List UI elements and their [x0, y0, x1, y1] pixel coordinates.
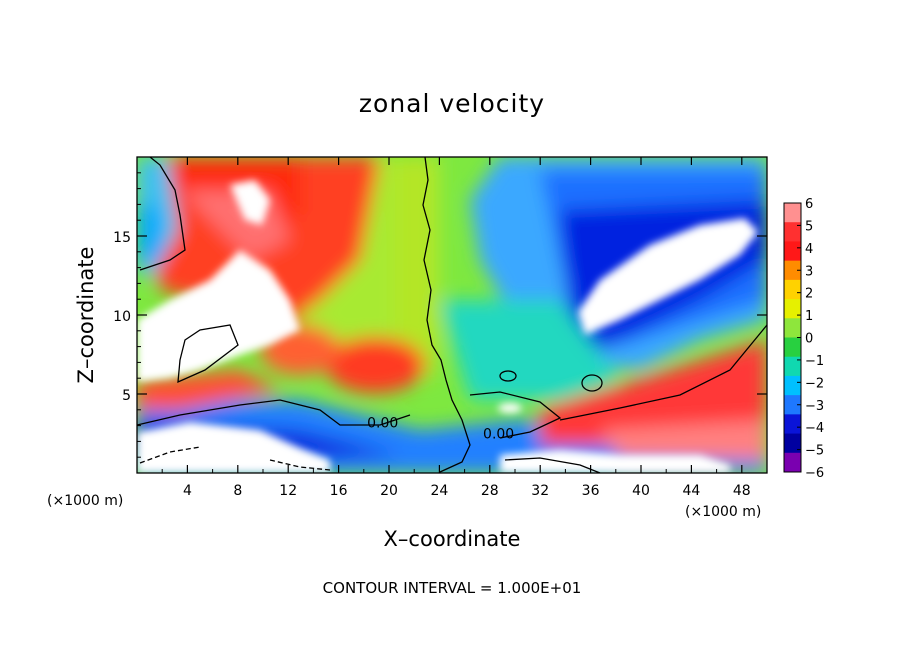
- y-axis: 5 10 15: [113, 172, 767, 458]
- zero-contour-right: [559, 324, 767, 421]
- zero-contour-small-loop: [581, 374, 603, 392]
- y-tick-label: 10: [113, 309, 131, 325]
- zero-contour-vertical: [422, 157, 471, 473]
- colorbar-label: 4: [805, 242, 813, 257]
- colorbar-label: −2: [805, 376, 824, 391]
- x-tick-label: 8: [233, 483, 242, 499]
- y-tick-label: 15: [113, 230, 131, 246]
- x-tick-label: 20: [380, 483, 398, 499]
- colorbar-swatch: [784, 260, 801, 281]
- x-tick-label: 4: [183, 483, 192, 499]
- x-tick-label: 32: [531, 483, 549, 499]
- x-tick-label: 36: [582, 483, 600, 499]
- colorbar-swatch: [784, 433, 801, 454]
- colorbar-label: −1: [805, 354, 824, 369]
- contour-label: 0.00: [367, 415, 398, 431]
- zero-contour-left-edge: [139, 157, 186, 271]
- chart-title: zonal velocity: [359, 89, 545, 118]
- colorbar-label: 1: [805, 309, 813, 324]
- x-unit-left: (×1000 m): [47, 493, 123, 509]
- x-axis: 4 8 12 16 20 24 28 32 36 40 44 48: [161, 157, 751, 499]
- colorbar-label: 0: [805, 332, 813, 347]
- colorbar: 6 5 4 3 2 1 0 −1 −2 −3 −4 −5 −6: [783, 197, 824, 481]
- zero-contour-middle: [469, 391, 562, 439]
- velocity-field: [137, 157, 767, 473]
- colorbar-swatch: [784, 203, 801, 223]
- contour-label: 0.00: [483, 427, 514, 443]
- colorbar-swatch: [784, 241, 801, 262]
- dashed-contour-2: [269, 459, 331, 471]
- x-tick-label: 24: [430, 483, 448, 499]
- colorbar-label: −5: [805, 444, 824, 459]
- colorbar-swatch: [784, 356, 801, 377]
- contour-interval-note: CONTOUR INTERVAL = 1.000E+01: [323, 579, 582, 597]
- colorbar-swatch: [784, 414, 801, 435]
- contour-labels: 0.00 0.00: [367, 415, 514, 442]
- zero-contour-small-loop-2: [499, 370, 517, 382]
- colorbar-label: 2: [805, 287, 813, 302]
- colorbar-swatch: [784, 337, 801, 358]
- colorbar-swatch: [784, 395, 801, 415]
- x-tick-label: 12: [279, 483, 297, 499]
- x-unit-right: (×1000 m): [685, 504, 761, 520]
- colorbar-swatch: [784, 318, 801, 338]
- dashed-contour: [139, 446, 201, 464]
- colorbar-swatch: [784, 279, 801, 300]
- colorbar-label: −4: [805, 421, 824, 436]
- x-tick-label: 16: [330, 483, 348, 499]
- zero-contour-white-loop: [177, 324, 239, 384]
- colorbar-swatch: [784, 299, 801, 319]
- colorbar-label: 5: [805, 219, 813, 234]
- colorbar-label: 3: [805, 264, 813, 279]
- x-axis-label: X–coordinate: [384, 527, 521, 551]
- y-tick-label: 5: [122, 388, 131, 404]
- zero-contour-lower-left: [137, 399, 411, 426]
- colorbar-label: 6: [805, 197, 813, 212]
- x-tick-label: 28: [481, 483, 499, 499]
- x-tick-label: 48: [733, 483, 751, 499]
- colorbar-label: −6: [805, 466, 824, 481]
- colorbar-swatch: [784, 222, 801, 242]
- y-axis-label: Z–coordinate: [74, 247, 98, 384]
- x-tick-label: 40: [632, 483, 650, 499]
- zero-contours: [137, 157, 767, 473]
- colorbar-swatch: [784, 452, 801, 473]
- colorbar-label: −3: [805, 399, 824, 414]
- x-tick-label: 44: [682, 483, 700, 499]
- colorbar-swatch: [784, 375, 801, 396]
